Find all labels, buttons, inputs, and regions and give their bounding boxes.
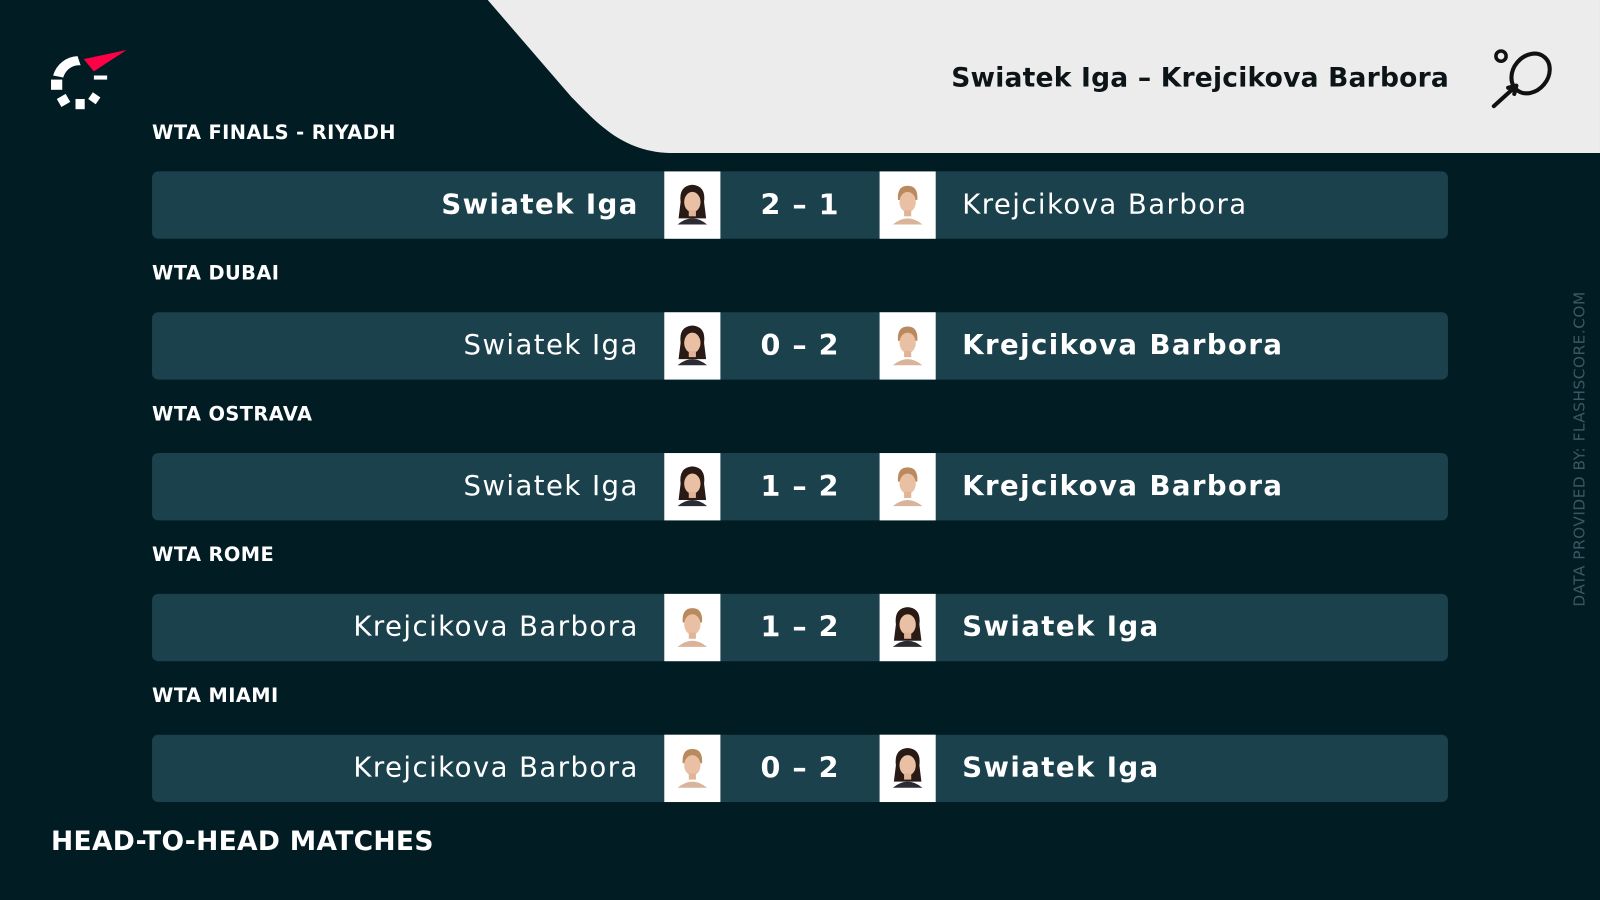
right-player-avatar (879, 453, 936, 521)
left-player-name: Swiatek Iga (463, 329, 639, 362)
tournament-label: WTA ROME (152, 543, 275, 567)
match-score: 0 – 2 (760, 328, 840, 363)
match-row: Swiatek Iga 2 – 1 Krejcikova Barbora (152, 171, 1448, 239)
match-row: Krejcikova Barbora 1 – 2 Swiatek Iga (152, 593, 1448, 662)
match-score: 1 – 2 (760, 469, 840, 504)
right-player-avatar (879, 312, 936, 380)
flashscore-logo (51, 49, 127, 110)
match-row: Krejcikova Barbora 0 – 2 Swiatek Iga (152, 734, 1448, 803)
match-title: Swiatek Iga – Krejcikova Barbora (951, 63, 1449, 94)
right-player-name: Krejcikova Barbora (962, 329, 1284, 362)
tournament-label: WTA OSTRAVA (152, 403, 313, 426)
left-player-avatar (664, 734, 721, 803)
right-player-name: Krejcikova Barbora (962, 470, 1284, 503)
right-player-avatar (879, 734, 936, 803)
left-player-name: Krejcikova Barbora (353, 752, 639, 784)
right-player-avatar (879, 171, 936, 239)
right-player-name: Krejcikova Barbora (962, 188, 1248, 221)
tournament-label: WTA MIAMI (152, 684, 279, 708)
left-player-avatar (664, 312, 721, 380)
match-score: 2 – 1 (760, 187, 840, 222)
left-player-avatar (664, 593, 721, 662)
right-player-avatar (879, 593, 936, 662)
tournament-label: WTA FINALS - RIYADH (152, 121, 396, 144)
match-row: Swiatek Iga 1 – 2 Krejcikova Barbora (152, 453, 1448, 521)
right-player-name: Swiatek Iga (962, 752, 1160, 784)
section-title: HEAD-TO-HEAD MATCHES (51, 826, 434, 858)
header-panel (487, 0, 1600, 154)
tournament-label: WTA DUBAI (152, 262, 280, 285)
match-score: 0 – 2 (760, 751, 840, 785)
tennis-racket-icon (1491, 49, 1552, 109)
data-credit: DATA PROVIDED BY: FLASHSCORE.COM (1570, 291, 1589, 607)
left-player-avatar (664, 171, 721, 239)
left-player-name: Swiatek Iga (441, 188, 639, 221)
match-row: Swiatek Iga 0 – 2 Krejcikova Barbora (152, 312, 1448, 380)
right-player-name: Swiatek Iga (962, 611, 1160, 643)
left-player-name: Swiatek Iga (463, 470, 639, 503)
match-score: 1 – 2 (760, 610, 840, 644)
left-player-avatar (664, 453, 721, 521)
left-player-name: Krejcikova Barbora (353, 611, 639, 643)
